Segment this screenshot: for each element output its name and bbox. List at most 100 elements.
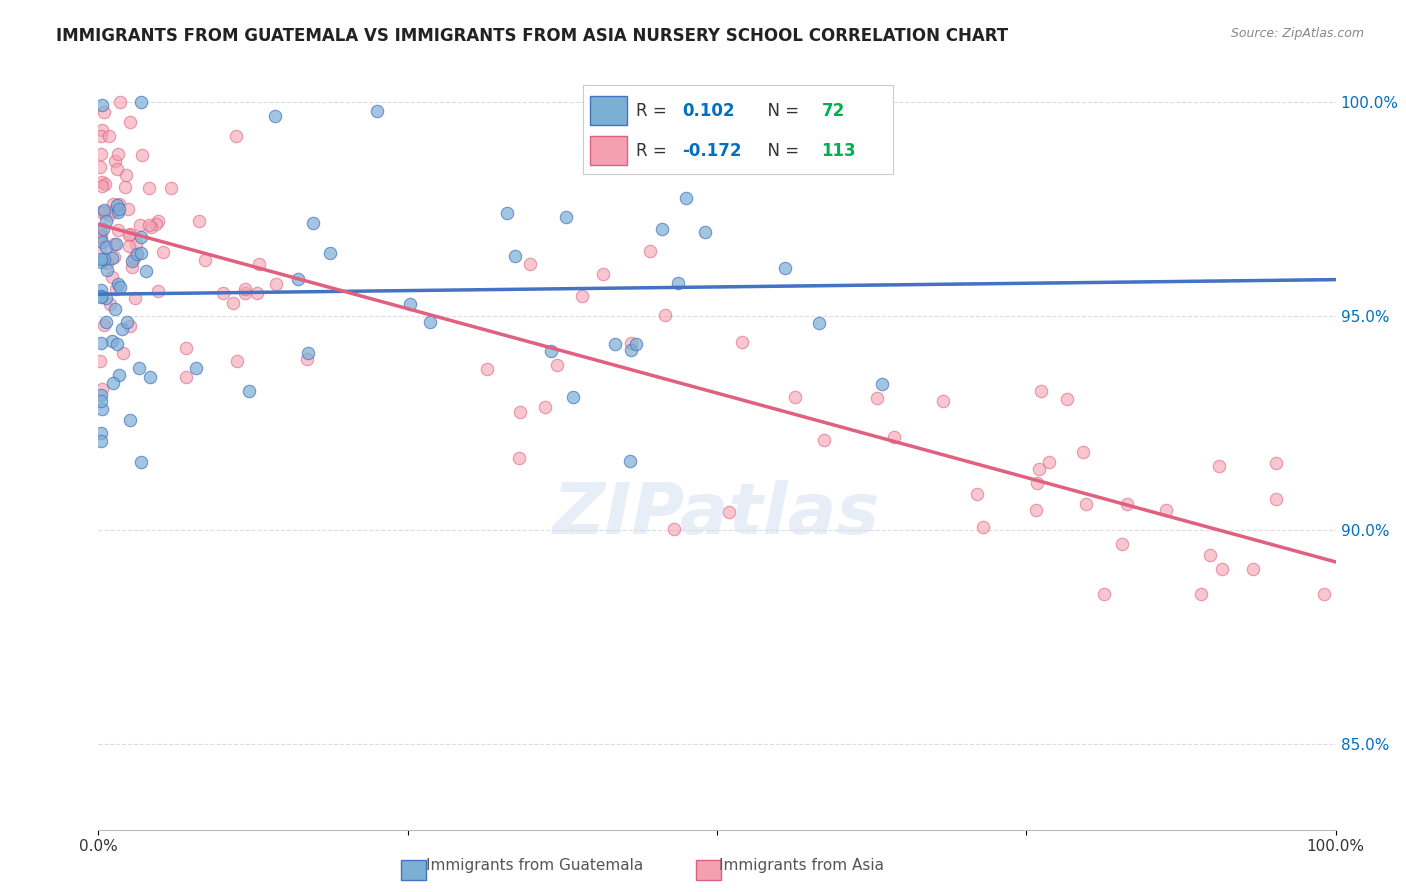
Point [654, 308, 676, 322]
Point [117, 202, 139, 216]
Point [508, 450, 530, 465]
Point [104, 301, 127, 316]
Point [238, 384, 260, 398]
Point [90, 146, 112, 161]
Point [651, 222, 673, 236]
Text: -0.172: -0.172 [682, 142, 742, 160]
Point [662, 522, 685, 536]
Point [187, 214, 209, 228]
Point [509, 405, 531, 419]
Point [93, 202, 115, 217]
Point [1313, 587, 1336, 601]
Point [129, 455, 152, 469]
Point [89, 232, 111, 246]
Point [138, 180, 160, 194]
Text: N =: N = [756, 102, 804, 120]
Point [90, 290, 112, 304]
Point [717, 505, 740, 519]
Text: N =: N = [756, 142, 804, 160]
Point [89, 354, 111, 368]
Point [807, 316, 830, 330]
Point [90, 434, 112, 448]
Point [103, 204, 125, 219]
Point [108, 280, 131, 294]
Point [100, 334, 122, 348]
Point [129, 245, 152, 260]
Point [477, 362, 499, 376]
Point [90, 336, 112, 351]
Point [246, 285, 269, 300]
Point [174, 341, 197, 355]
Point [93, 105, 115, 120]
Point [97, 128, 120, 143]
Point [693, 225, 716, 239]
Point [620, 336, 643, 351]
Point [91, 235, 114, 249]
Text: ZIPatlas: ZIPatlas [554, 481, 880, 549]
Text: R =: R = [636, 102, 672, 120]
Point [148, 213, 170, 227]
Point [145, 217, 167, 231]
Point [1028, 462, 1050, 476]
Point [96, 262, 118, 277]
Point [366, 104, 388, 119]
Point [108, 197, 131, 211]
Point [212, 286, 235, 301]
Text: R =: R = [636, 142, 672, 160]
Point [1199, 548, 1222, 562]
Point [107, 202, 129, 216]
Point [118, 413, 141, 427]
Point [783, 390, 806, 404]
Point [97, 208, 120, 222]
Point [105, 282, 128, 296]
Point [108, 95, 131, 109]
Point [813, 433, 835, 447]
Point [89, 224, 111, 238]
Point [561, 391, 583, 405]
Point [319, 246, 342, 260]
Point [94, 315, 117, 329]
Text: 72: 72 [821, 102, 845, 120]
Point [115, 315, 138, 329]
Point [90, 387, 112, 401]
Point [1264, 456, 1286, 470]
Point [1025, 475, 1047, 490]
Point [107, 277, 129, 291]
FancyBboxPatch shape [589, 96, 627, 125]
Point [1265, 492, 1288, 507]
Text: IMMIGRANTS FROM GUATEMALA VS IMMIGRANTS FROM ASIA NURSERY SCHOOL CORRELATION CHA: IMMIGRANTS FROM GUATEMALA VS IMMIGRANTS … [56, 27, 1008, 45]
Point [972, 520, 994, 534]
Point [104, 153, 127, 168]
Point [129, 229, 152, 244]
Point [287, 272, 309, 286]
Point [93, 318, 115, 332]
Point [546, 358, 568, 372]
Point [1025, 503, 1047, 517]
Point [94, 178, 117, 192]
Point [1029, 384, 1052, 399]
Point [174, 370, 197, 384]
Point [264, 277, 287, 292]
Point [90, 425, 112, 440]
Point [139, 219, 162, 234]
Point [1074, 497, 1097, 511]
Point [264, 109, 287, 123]
Point [89, 229, 111, 244]
Point [120, 318, 142, 333]
Point [135, 264, 157, 278]
Point [503, 250, 526, 264]
Point [91, 123, 114, 137]
Point [160, 181, 183, 195]
Point [1111, 537, 1133, 551]
Point [222, 296, 245, 310]
Point [125, 236, 148, 251]
Point [128, 218, 150, 232]
Point [111, 346, 134, 360]
Point [152, 244, 174, 259]
Point [605, 337, 627, 351]
Point [226, 353, 249, 368]
Point [89, 230, 111, 244]
Point [91, 402, 114, 417]
Point [592, 267, 614, 281]
Point [94, 214, 117, 228]
